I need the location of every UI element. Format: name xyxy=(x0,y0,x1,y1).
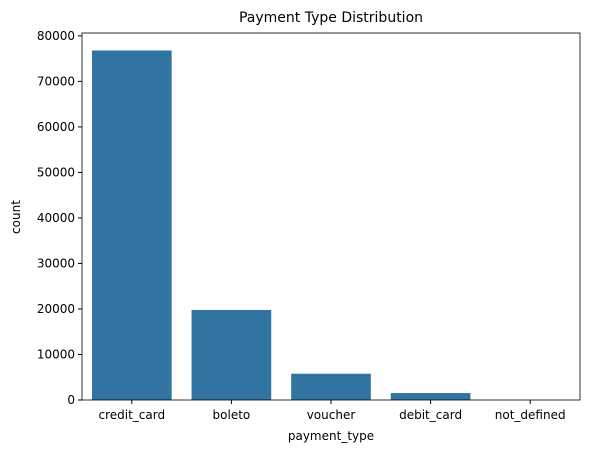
plot-frame xyxy=(81,32,581,401)
x-tick-label: not_defined xyxy=(495,408,566,422)
y-tick-label: 0 xyxy=(67,393,75,407)
y-axis-label: count xyxy=(9,200,23,234)
y-tick-label: 60000 xyxy=(37,120,75,134)
x-tick-label: credit_card xyxy=(98,408,165,422)
chart-title: Payment Type Distribution xyxy=(239,10,423,26)
y-tick-label: 70000 xyxy=(37,74,75,88)
y-tick-label: 10000 xyxy=(37,347,75,361)
y-tick-label: 30000 xyxy=(37,256,75,270)
bar xyxy=(191,309,272,400)
y-tick-label: 80000 xyxy=(37,29,75,43)
bar xyxy=(91,50,172,401)
x-axis-label: payment_type xyxy=(288,429,374,443)
y-tick-label: 40000 xyxy=(37,211,75,225)
y-tick-label: 50000 xyxy=(37,165,75,179)
x-tick-label: debit_card xyxy=(399,408,462,422)
y-tick-label: 20000 xyxy=(37,302,75,316)
bar xyxy=(291,373,371,400)
x-tick-label: boleto xyxy=(213,408,251,422)
x-tick-label: voucher xyxy=(307,408,356,422)
bar xyxy=(390,393,471,400)
